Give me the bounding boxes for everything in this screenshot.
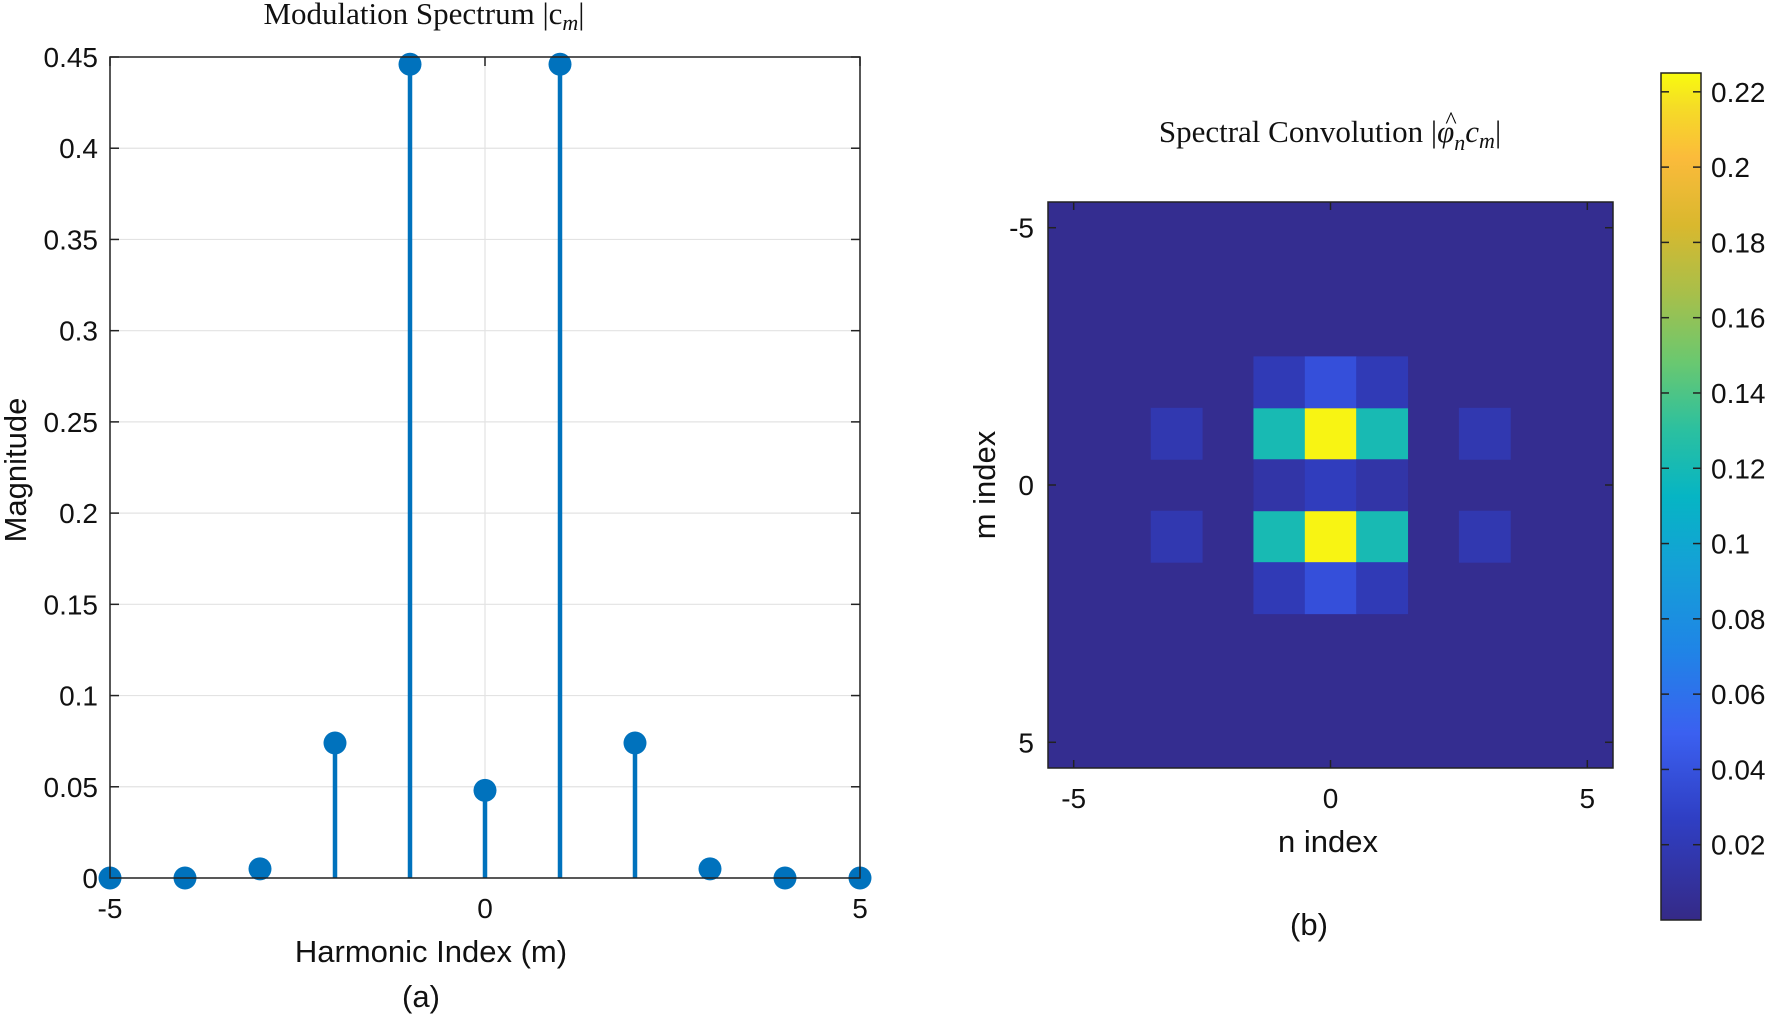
y-tick-label: 0 bbox=[1018, 470, 1034, 501]
stem-marker bbox=[323, 731, 347, 755]
heatmap-cell bbox=[1253, 510, 1306, 563]
x-tick-label: -5 bbox=[98, 893, 123, 924]
heatmap-cell bbox=[1304, 510, 1357, 563]
x-tick-label: 5 bbox=[1580, 783, 1596, 814]
chart-b-xlabel: n index bbox=[1278, 824, 1378, 859]
tick-marks-b bbox=[1048, 202, 1613, 768]
x-tick-label: 0 bbox=[1323, 783, 1339, 814]
y-tick-label: 0.3 bbox=[59, 316, 98, 347]
heatmap-chart: -505 -5 0 5 Spectral Convolution |φncm| ^ … bbox=[967, 72, 1765, 942]
y-tick-label: 0.4 bbox=[59, 133, 98, 164]
y-tick-label: 0.15 bbox=[44, 589, 99, 620]
colorbar-tick-label: 0.16 bbox=[1711, 303, 1765, 334]
y-tick-label: 0.25 bbox=[44, 407, 99, 438]
colorbar-tick-label: 0.08 bbox=[1711, 604, 1765, 635]
heatmap-cell bbox=[1304, 356, 1357, 409]
colorbar-tick-label: 0.04 bbox=[1711, 754, 1765, 785]
heatmap-cell bbox=[1356, 459, 1409, 512]
colorbar-tick-label: 0.14 bbox=[1711, 378, 1765, 409]
grid-lines-a bbox=[109, 56, 861, 879]
heatmap-cell bbox=[1304, 459, 1357, 512]
chart-b-caption: (b) bbox=[1290, 907, 1328, 942]
x-tick-label: 5 bbox=[852, 893, 868, 924]
x-tick-labels-b: -5 0 5 bbox=[1061, 783, 1595, 814]
heatmap-cell bbox=[1253, 562, 1306, 615]
x-tick-label: 0 bbox=[477, 893, 493, 924]
chart-b-ylabel: m index bbox=[967, 430, 1002, 539]
chart-b-title: Spectral Convolution |φncm| bbox=[1159, 114, 1501, 155]
chart-b-title-hat: ^ bbox=[1445, 108, 1456, 134]
y-tick-label: 0.45 bbox=[44, 42, 99, 73]
chart-a-ylabel: Magnitude bbox=[0, 398, 33, 543]
heatmap-cell bbox=[1253, 407, 1306, 460]
y-tick-label: 5 bbox=[1018, 727, 1034, 758]
y-tick-label: 0.2 bbox=[59, 498, 98, 529]
heatmap-cell bbox=[1356, 356, 1409, 409]
y-tick-label: 0 bbox=[82, 863, 98, 894]
colorbar-tick-label: 0.1 bbox=[1711, 529, 1750, 560]
chart-a-xlabel: Harmonic Index (m) bbox=[295, 934, 567, 969]
stem-marker bbox=[548, 52, 572, 76]
heatmap-cell bbox=[1253, 459, 1306, 512]
colorbar-tick-label: 0.02 bbox=[1711, 830, 1765, 861]
stem-chart: 00.050.10.150.20.250.30.350.40.45 -5 0 5 M… bbox=[0, 0, 872, 1014]
heatmap-cell bbox=[1356, 562, 1409, 615]
colorbar-tick-label: 0.12 bbox=[1711, 453, 1765, 484]
stem-marker bbox=[623, 731, 647, 755]
x-tick-label: -5 bbox=[1061, 783, 1086, 814]
colorbar-tick-label: 0.18 bbox=[1711, 227, 1765, 258]
colorbar-tick-label: 0.2 bbox=[1711, 152, 1750, 183]
y-tick-labels-b: -5 0 5 bbox=[1009, 213, 1034, 759]
axes-frame-a bbox=[109, 56, 861, 879]
y-tick-label: 0.1 bbox=[59, 681, 98, 712]
stem-marker bbox=[248, 857, 272, 881]
y-tick-label: 0.35 bbox=[44, 224, 99, 255]
x-tick-labels-a: -5 0 5 bbox=[98, 893, 868, 924]
heatmap-cell bbox=[1356, 407, 1409, 460]
colorbar-tick-label: 0.22 bbox=[1711, 77, 1765, 108]
y-tick-label: -5 bbox=[1009, 213, 1034, 244]
heatmap-cell bbox=[1458, 510, 1511, 563]
heatmap-cell bbox=[1150, 510, 1203, 563]
stem-marker bbox=[698, 857, 722, 881]
y-tick-label: 0.05 bbox=[44, 772, 99, 803]
colorbar bbox=[1660, 72, 1702, 921]
heatmap-cell bbox=[1253, 356, 1306, 409]
heatmap-cells bbox=[1150, 356, 1511, 615]
axes-frame-b bbox=[1047, 201, 1614, 769]
colorbar-ticks: 0.02 0.04 0.06 0.08 0.1 0.12 0.14 0.16 0.18 0.2 0.… bbox=[1661, 77, 1765, 861]
heatmap-cell bbox=[1458, 407, 1511, 460]
y-tick-labels-a: 0 0.05 0.1 0.15 0.2 0.25 0.3 0.35 0.4 0.45 bbox=[44, 42, 99, 894]
colorbar-tick-label: 0.06 bbox=[1711, 679, 1765, 710]
heatmap-cell bbox=[1304, 407, 1357, 460]
chart-a-caption: (a) bbox=[402, 979, 440, 1014]
heatmap-cell bbox=[1356, 510, 1409, 563]
stem-marker bbox=[473, 778, 497, 802]
stem-marker bbox=[398, 52, 422, 76]
heatmap-cell bbox=[1150, 407, 1203, 460]
heatmap-cell bbox=[1304, 562, 1357, 615]
chart-a-title: Modulation Spectrum |cm| bbox=[263, 0, 584, 35]
